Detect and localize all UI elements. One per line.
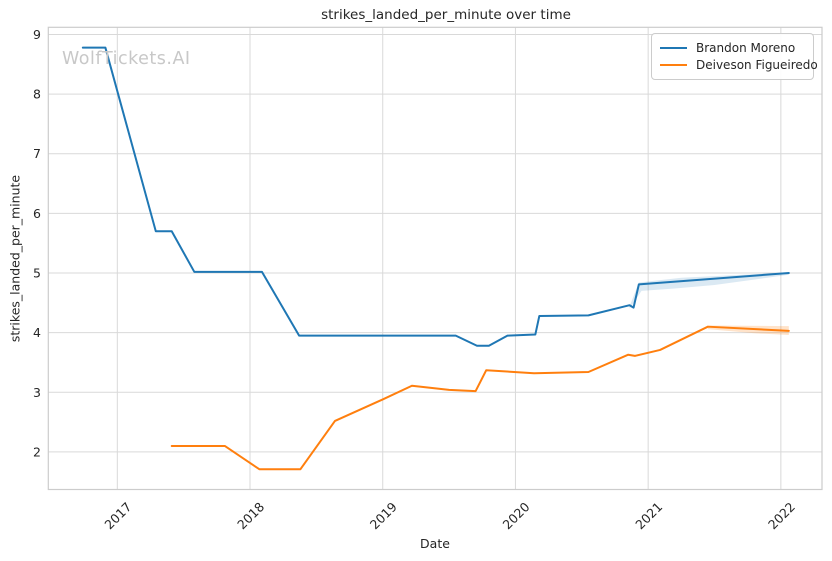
confidence-bands [629, 272, 789, 336]
series-line-deiveson-figueiredo [170, 325, 790, 471]
watermark: WolfTickets.AI [62, 49, 191, 69]
legend: Brandon Moreno Deiveson Figueiredo [651, 33, 818, 80]
grid-layer [48, 27, 822, 490]
legend-label: Deiveson Figueiredo [696, 57, 818, 72]
legend-line-swatch [660, 46, 687, 49]
x-tick-label: 2018 [234, 499, 267, 532]
plot-border [47, 26, 823, 491]
y-tick-labels: 2 3 4 5 6 7 8 9 [33, 27, 41, 459]
series-lines [81, 46, 790, 471]
y-tick-label: 2 [33, 444, 41, 459]
series-line-brandon-moreno [81, 46, 790, 347]
y-axis-label: strikes_landed_per_minute [7, 174, 23, 343]
x-axis-label: Date [420, 536, 450, 551]
chart-title: strikes_landed_per_minute over time [321, 7, 571, 23]
x-tick-label: 2019 [367, 499, 400, 532]
y-tick-label: 4 [33, 325, 41, 340]
y-tick-label: 5 [33, 266, 41, 281]
y-tick-label: 7 [33, 146, 41, 161]
confidence-band [629, 272, 789, 309]
x-tick-label: 2020 [500, 499, 533, 532]
y-tick-label: 8 [33, 87, 41, 102]
x-tick-labels: 2017 2018 2019 2020 2021 2022 [101, 499, 798, 532]
y-tick-label: 9 [33, 27, 41, 42]
legend-line-swatch [660, 63, 687, 66]
y-tick-label: 3 [33, 385, 41, 400]
legend-item: Brandon Moreno [660, 39, 805, 56]
legend-item: Deiveson Figueiredo [660, 56, 818, 73]
x-tick-label: 2017 [101, 499, 134, 532]
legend-label: Brandon Moreno [696, 40, 796, 55]
y-tick-label: 6 [33, 206, 41, 221]
x-tick-label: 2021 [632, 499, 665, 532]
x-tick-label: 2022 [765, 499, 798, 532]
